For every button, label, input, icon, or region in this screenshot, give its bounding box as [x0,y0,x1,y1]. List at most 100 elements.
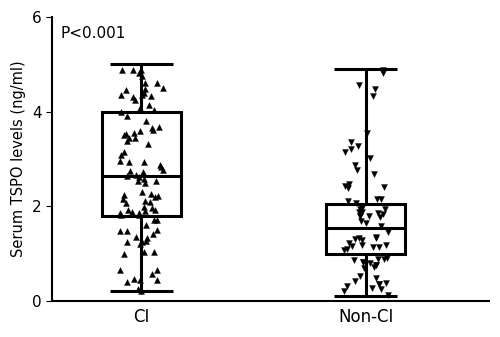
Point [122,173,130,179]
Point [146,199,154,204]
Point [126,168,134,173]
Point [376,244,384,250]
Point [379,212,387,217]
Point [370,86,378,92]
Point [138,92,146,97]
Point [376,214,384,219]
Point [120,192,128,197]
Point [123,280,131,285]
Point [149,127,157,132]
Point [136,241,143,246]
Point [374,256,382,262]
Point [148,271,156,276]
Point [354,82,362,88]
Point [124,208,132,213]
Point [122,239,130,244]
Point [372,235,380,240]
Point [352,167,360,173]
Point [375,282,383,287]
Point [148,206,156,211]
Point [346,140,354,145]
Point [382,280,390,285]
Point [138,190,146,195]
Point [346,146,354,151]
Point [340,247,347,252]
Point [384,229,392,235]
Point [142,208,150,213]
Point [148,232,156,237]
Point [342,283,350,288]
Point [358,238,366,243]
Point [134,213,142,218]
Point [120,150,128,155]
Text: P<0.001: P<0.001 [60,26,126,41]
Point [159,85,167,90]
Point [379,70,387,76]
Point [116,210,124,216]
Point [374,282,382,287]
Point [352,201,360,206]
Point [372,263,380,268]
Bar [326,204,405,254]
Point [156,162,164,168]
Point [369,93,377,99]
Point [138,67,145,72]
Point [345,241,353,246]
Point [140,249,148,255]
Point [118,152,126,157]
Point [373,196,381,202]
Point [366,155,374,161]
Point [370,265,378,270]
Point [135,175,143,180]
Point [358,210,366,215]
Point [351,279,359,284]
Point [152,227,160,232]
Point [372,235,380,241]
Point [116,159,124,164]
Point [384,292,392,297]
Point [154,194,162,199]
Point [132,135,140,141]
Point [140,90,148,95]
Point [134,286,142,292]
Point [374,210,382,215]
Point [383,255,391,261]
Point [356,207,364,212]
Point [153,218,161,223]
Point [122,87,130,93]
Point [130,68,138,73]
Point [358,205,366,211]
Point [378,67,386,73]
Point [380,185,388,190]
Point [348,243,356,248]
Point [144,141,152,147]
Point [341,183,349,188]
Point [136,278,143,283]
Point [380,256,388,262]
Point [151,208,159,213]
Point [125,136,133,141]
Point [356,213,364,218]
Point [142,222,150,227]
Point [159,167,167,173]
Point [359,259,367,265]
Point [136,210,143,215]
Point [363,131,371,136]
Point [138,73,146,79]
Point [116,109,124,114]
Point [142,118,150,124]
Point [356,214,364,219]
Point [342,149,349,154]
Point [125,159,133,164]
Point [150,218,158,223]
Point [150,107,158,112]
Point [120,252,128,257]
Point [380,207,388,212]
Point [147,191,155,197]
Point [150,194,158,200]
Point [116,228,124,234]
Point [136,128,144,133]
Point [155,124,163,130]
Point [119,196,127,201]
Point [140,177,148,182]
